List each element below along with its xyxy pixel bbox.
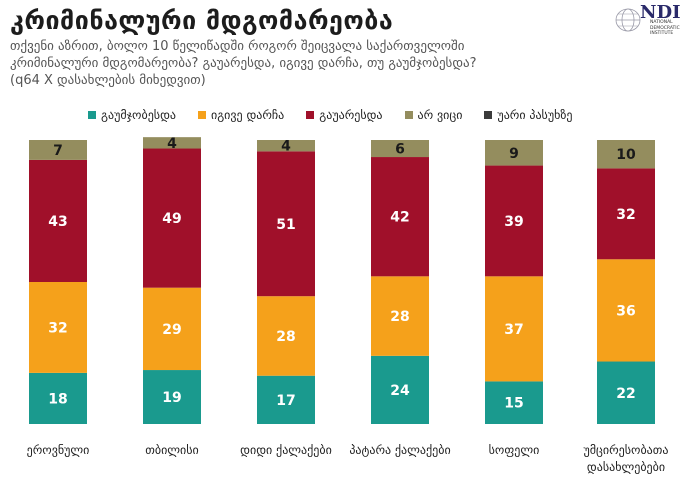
- legend-label: გაუარესდა: [319, 108, 383, 122]
- legend-item: არ ვიცი: [404, 108, 463, 122]
- bar-segment: [485, 381, 543, 424]
- legend-swatch: [484, 111, 493, 119]
- chart-legend: გაუმჯობესდა იგივე დარჩა გაუარესდა არ ვიცი უა…: [88, 106, 594, 124]
- legend-swatch: [197, 111, 206, 119]
- legend-label: იგივე დარჩა: [210, 108, 285, 122]
- legend-item: გაუარესდა: [306, 108, 383, 122]
- bar-segment: [597, 361, 655, 424]
- bar-segment: [371, 157, 429, 277]
- data-label: 18: [48, 391, 67, 407]
- legend-label: უარი პასუხზე: [497, 108, 573, 122]
- data-label: 39: [504, 214, 523, 230]
- bar-segment: [257, 375, 315, 424]
- category-label: პატარა ქალაქები: [349, 443, 450, 457]
- chart-subtitle: თქვენი აზრით, ბოლო 10 წელიწადში როგორ შე…: [10, 38, 570, 89]
- bar-segment: [29, 140, 87, 160]
- data-label: 9: [509, 146, 519, 162]
- logo-text: NDI: [640, 2, 681, 23]
- data-label: 19: [162, 390, 181, 406]
- data-label: 42: [390, 210, 409, 226]
- bar-segment: [257, 296, 315, 376]
- bar-segment: [485, 165, 543, 277]
- legend-item: იგივე დარჩა: [197, 108, 285, 122]
- bar-segment: [29, 159, 87, 282]
- data-label: 28: [276, 329, 295, 345]
- bar-segment: [485, 276, 543, 382]
- data-label: 36: [616, 303, 635, 319]
- data-label: 32: [616, 207, 635, 223]
- data-label: 4: [281, 139, 291, 155]
- data-label: 32: [48, 320, 67, 336]
- category-label: ეროვნული: [27, 443, 90, 457]
- data-label: 37: [504, 322, 523, 338]
- data-label: 15: [504, 396, 523, 412]
- legend-label: არ ვიცი: [417, 108, 463, 122]
- bar-segment: [143, 370, 201, 424]
- bar-segment: [597, 259, 655, 362]
- data-label: 6: [395, 142, 405, 158]
- data-label: 10: [616, 147, 636, 163]
- logo-subtext: NATIONAL DEMOCRATIC INSTITUTE: [650, 20, 680, 36]
- legend-item: გაუმჯობესდა: [88, 108, 176, 122]
- bar-segment: [143, 137, 201, 149]
- subtitle-line: (q64 X დასახლების მიხედვით): [10, 73, 206, 88]
- data-label: 17: [276, 393, 295, 409]
- data-label: 51: [276, 217, 295, 233]
- data-label: 7: [53, 143, 63, 159]
- subtitle-line: თქვენი აზრით, ბოლო 10 წელიწადში როგორ შე…: [10, 39, 465, 54]
- category-label: თბილისი: [145, 443, 199, 457]
- category-label: დიდი ქალაქები: [240, 443, 332, 457]
- data-label: 4: [167, 136, 177, 152]
- chart-title: კრიმინალური მდგომარეობა: [10, 6, 394, 35]
- legend-item: უარი პასუხზე: [484, 108, 572, 122]
- bar-segment: [485, 140, 543, 166]
- data-label: 28: [390, 309, 409, 325]
- category-label: უმცირესობათა დასახლებები: [584, 443, 669, 474]
- legend-swatch: [306, 111, 315, 119]
- data-label: 22: [616, 386, 635, 402]
- ndi-logo: NDI NATIONAL DEMOCRATIC INSTITUTE: [606, 2, 690, 42]
- bar-segment: [29, 372, 87, 424]
- bar-segment: [371, 140, 429, 158]
- bar-segment: [371, 355, 429, 424]
- bar-segment: [597, 140, 655, 169]
- data-label: 24: [390, 383, 410, 399]
- legend-swatch: [404, 111, 413, 119]
- subtitle-line: კრიმინალური მდგომარეობა? გაუარესდა, იგივ…: [10, 56, 477, 71]
- bar-segment: [257, 151, 315, 297]
- legend-label: გაუმჯობესდა: [101, 108, 176, 122]
- category-label: სოფელი: [489, 443, 540, 457]
- bar-segment: [29, 282, 87, 373]
- bar-segment: [597, 168, 655, 260]
- data-label: 49: [162, 211, 181, 227]
- bar-segment: [143, 287, 201, 371]
- data-label: 29: [162, 322, 181, 338]
- legend-swatch: [88, 111, 96, 119]
- bar-segment: [371, 276, 429, 356]
- data-label: 43: [48, 214, 67, 230]
- bar-segment: [143, 148, 201, 288]
- bar-segment: [257, 140, 315, 152]
- globe-icon: [615, 8, 641, 32]
